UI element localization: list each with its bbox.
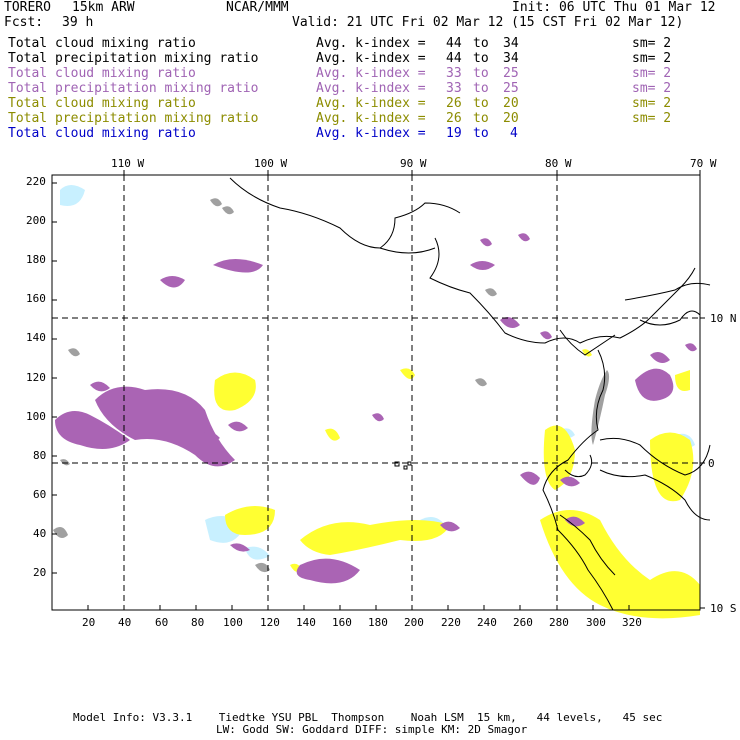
legend-row-1-from: 44 — [446, 36, 462, 51]
legend-row-6-field: Total precipitation mixing ratio — [8, 111, 259, 126]
footer-model-info: Model Info: V3.3.1 Tiedtke YSU PBL Thomp… — [73, 711, 663, 724]
y-tick: 100 — [26, 410, 46, 423]
x-tick: 40 — [118, 616, 132, 629]
x-tick: 120 — [260, 616, 280, 629]
init-time: Init: 06 UTC Thu 01 Mar 12 — [512, 0, 716, 15]
y-tick: 40 — [33, 527, 47, 540]
lat-label-10n: 10 N — [710, 312, 737, 325]
legend-row-6-sm: sm= 2 — [632, 111, 672, 126]
grid-lines — [52, 175, 700, 610]
legend-row-5-to: 20 — [503, 96, 519, 111]
footer-physics-info: LW: Godd SW: Goddard DIFF: simple KM: 2D… — [216, 723, 528, 736]
legend-row-4-to-word: to — [473, 81, 489, 96]
lon-label-110w: 110 W — [111, 157, 145, 170]
x-tick: 260 — [513, 616, 533, 629]
y-tick: 60 — [33, 488, 47, 501]
lat-label-0: 0 — [708, 457, 715, 470]
legend-row-1-sm: sm= 2 — [632, 36, 672, 51]
lat-label-10s: 10 S — [710, 602, 737, 615]
legend-row-4-from: 33 — [446, 81, 462, 96]
legend-row-6-avg: Avg. k-index = — [316, 111, 426, 126]
x-tick: 60 — [155, 616, 169, 629]
lon-label-90w: 90 W — [400, 157, 427, 170]
purple-regions — [55, 233, 697, 584]
legend-row-5-from: 26 — [446, 96, 462, 111]
legend-row-1-avg: Avg. k-index = — [316, 36, 426, 51]
legend-row-5-field: Total cloud mixing ratio — [8, 96, 196, 111]
legend-row-1-to: 34 — [503, 36, 519, 51]
legend-row-6-from: 26 — [446, 111, 462, 126]
legend-row-4-sm: sm= 2 — [632, 81, 672, 96]
legend-row-2-to-word: to — [473, 51, 489, 66]
x-tick: 240 — [477, 616, 497, 629]
x-tick: 200 — [404, 616, 424, 629]
legend-row-3-from: 33 — [446, 66, 462, 81]
legend-row-5-to-word: to — [473, 96, 489, 111]
legend-row-1-field: Total cloud mixing ratio — [8, 36, 196, 51]
legend-row-3-to-word: to — [473, 66, 489, 81]
x-tick: 100 — [223, 616, 243, 629]
lon-label-70w: 70 W — [690, 157, 717, 170]
legend-row-2-from: 44 — [446, 51, 462, 66]
legend-row-7-field: Total cloud mixing ratio — [8, 126, 196, 141]
fcst-label: Fcst: — [4, 15, 44, 30]
legend-row-3-field: Total cloud mixing ratio — [8, 66, 196, 81]
legend-row-4-avg: Avg. k-index = — [316, 81, 426, 96]
fcst-value: 39 h — [62, 15, 94, 30]
coastlines — [229, 177, 711, 611]
y-tick: 80 — [33, 449, 47, 462]
legend-row-3-to: 25 — [503, 66, 519, 81]
legend-row-6-to: 20 — [503, 111, 519, 126]
legend-row-1-to-word: to — [473, 36, 489, 51]
x-tick: 160 — [332, 616, 352, 629]
x-tick: 280 — [549, 616, 569, 629]
legend-row-7-from: 19 — [446, 126, 462, 141]
y-tick: 20 — [33, 566, 47, 579]
model-name: TORERO — [4, 0, 51, 15]
y-tick: 160 — [26, 292, 46, 305]
y-tick: 180 — [26, 253, 46, 266]
legend-row-2-to: 34 — [503, 51, 519, 66]
x-tick: 80 — [191, 616, 205, 629]
x-tick: 180 — [368, 616, 388, 629]
legend-row-3-avg: Avg. k-index = — [316, 66, 426, 81]
model-org: NCAR/MMM — [226, 0, 289, 15]
lon-label-100w: 100 W — [254, 157, 288, 170]
legend-row-4-field: Total precipitation mixing ratio — [8, 81, 259, 96]
legend-row-2-avg: Avg. k-index = — [316, 51, 426, 66]
legend-row-3-sm: sm= 2 — [632, 66, 672, 81]
legend-row-6-to-word: to — [473, 111, 489, 126]
model-resolution: 15km ARW — [72, 0, 135, 15]
x-tick: 300 — [586, 616, 606, 629]
x-tick: 20 — [82, 616, 96, 629]
frame-ticks — [52, 170, 705, 610]
legend-row-4-to: 25 — [503, 81, 519, 96]
lon-label-80w: 80 W — [545, 157, 572, 170]
y-tick: 200 — [26, 214, 46, 227]
legend-row-5-sm: sm= 2 — [632, 96, 672, 111]
y-tick: 140 — [26, 331, 46, 344]
gray-regions — [53, 198, 610, 573]
y-tick: 220 — [26, 175, 46, 188]
legend-row-2-field: Total precipitation mixing ratio — [8, 51, 259, 66]
x-tick: 320 — [622, 616, 642, 629]
valid-time: Valid: 21 UTC Fri 02 Mar 12 (15 CST Fri … — [292, 15, 684, 30]
x-tick: 140 — [296, 616, 316, 629]
legend-row-7-avg: Avg. k-index = — [316, 126, 426, 141]
y-tick: 120 — [26, 371, 46, 384]
x-tick: 220 — [441, 616, 461, 629]
legend-row-2-sm: sm= 2 — [632, 51, 672, 66]
legend-row-7-to-word: to — [473, 126, 489, 141]
legend-row-7-to: 4 — [510, 126, 518, 141]
legend-row-5-avg: Avg. k-index = — [316, 96, 426, 111]
